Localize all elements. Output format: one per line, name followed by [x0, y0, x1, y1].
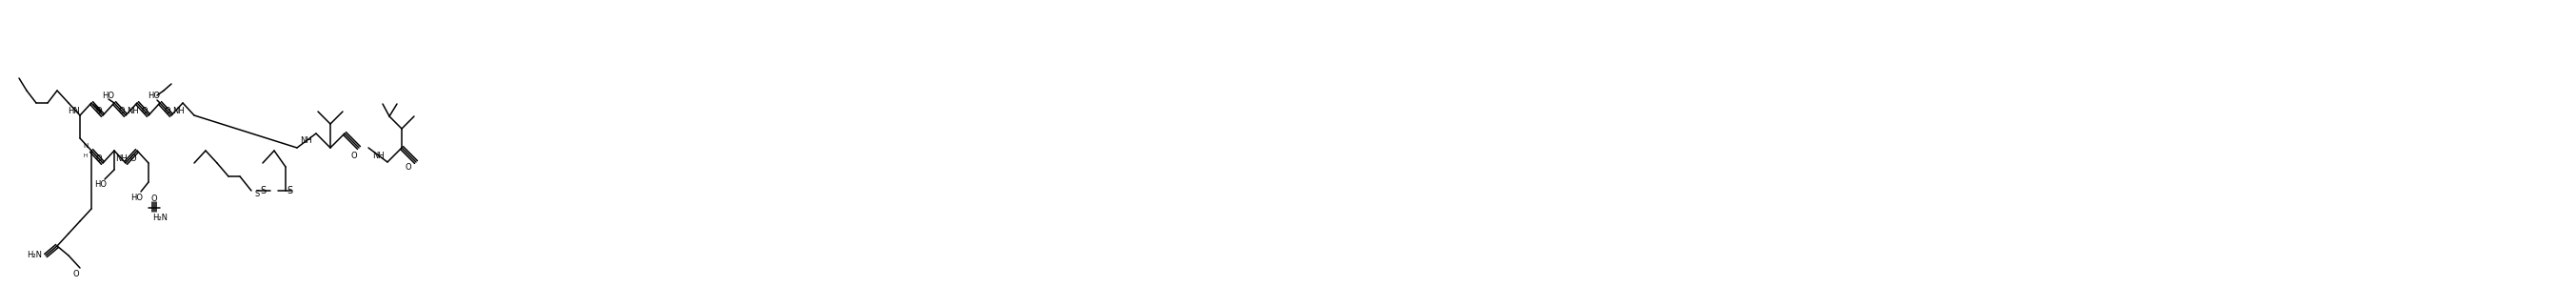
Text: S: S [286, 186, 291, 196]
Text: S: S [255, 189, 260, 198]
Text: O: O [131, 154, 137, 163]
Text: O: O [95, 106, 103, 115]
Text: NH: NH [173, 106, 185, 115]
Text: H₂N: H₂N [26, 251, 41, 260]
Text: HO: HO [147, 91, 160, 100]
Text: HO: HO [95, 180, 108, 188]
Text: N: N [82, 143, 88, 149]
Text: NH: NH [116, 154, 129, 163]
Text: O: O [165, 106, 170, 115]
Text: H: H [82, 153, 88, 158]
Text: NH: NH [371, 151, 384, 160]
Text: O: O [95, 154, 103, 163]
Text: NH: NH [126, 106, 139, 115]
Text: O: O [152, 194, 157, 203]
Text: HO: HO [103, 91, 116, 100]
Text: HO: HO [131, 193, 144, 202]
Text: H₂N: H₂N [152, 213, 167, 222]
Text: O: O [404, 163, 412, 171]
Text: O: O [350, 151, 358, 160]
Text: O: O [142, 106, 147, 115]
Text: S: S [260, 186, 265, 196]
Text: O: O [72, 269, 80, 278]
Text: O: O [118, 106, 126, 115]
Text: HN: HN [67, 106, 80, 115]
Text: NH: NH [301, 136, 312, 144]
